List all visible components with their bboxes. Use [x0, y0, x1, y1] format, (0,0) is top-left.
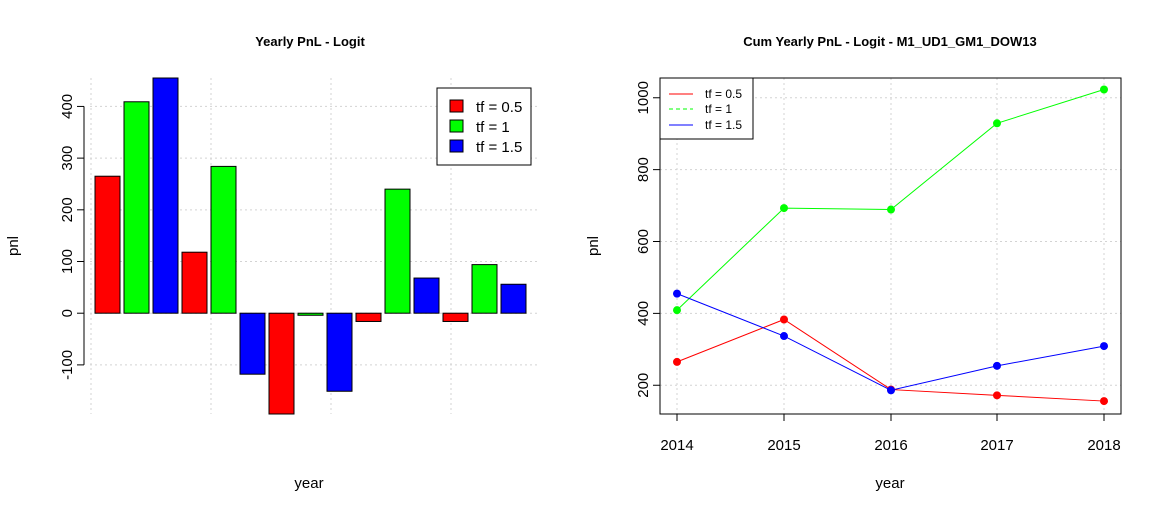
line-y-tick-label: 200 — [635, 373, 652, 398]
point-tf-1-2016 — [887, 205, 895, 214]
legend-label-tf-0-5: tf = 0.5 — [476, 99, 522, 116]
bar-tf-0-5-2018 — [442, 312, 469, 322]
line-y-tick-label: 400 — [635, 301, 652, 326]
legend-swatch-tf-1-5 — [449, 139, 464, 153]
legend-label-tf-1: tf = 1 — [705, 102, 732, 116]
point-tf-1-5-2017 — [993, 361, 1001, 370]
line-x-tick-label: 2016 — [874, 437, 907, 454]
bar-y-tick-label: 0 — [59, 309, 76, 317]
bar-tf-1-5-2014 — [152, 77, 179, 314]
legend-swatch-tf-1 — [449, 119, 464, 133]
bar-tf-1-5-2015 — [239, 312, 266, 375]
point-tf-0-5-2014 — [673, 357, 681, 366]
point-tf-0-5-2018 — [1100, 397, 1108, 406]
bar-y-tick-label: 300 — [59, 146, 76, 171]
point-tf-1-2017 — [993, 119, 1001, 128]
legend-swatch-tf-0-5 — [449, 99, 464, 113]
line-x-tick-label: 2015 — [767, 437, 800, 454]
point-tf-1-5-2015 — [780, 332, 788, 341]
bar-tf-1-5-2017 — [413, 277, 440, 314]
bar-tf-1-2015 — [210, 165, 237, 314]
bar-tf-1-5-2016 — [326, 312, 353, 392]
line-chart-ylabel: pnl — [585, 236, 602, 256]
bar-tf-1-2016 — [297, 312, 324, 316]
legend-label-tf-1-5: tf = 1.5 — [476, 139, 522, 156]
bar-tf-0-5-2017 — [355, 312, 382, 322]
bar-chart-yearly-pnl: Yearly PnL - Logit year pnl -100 0 100 200 3… — [5, 34, 540, 492]
bar-y-tick-label: 400 — [59, 94, 76, 119]
bar-chart-ylabel: pnl — [5, 236, 22, 256]
line-y-tick-label: 1000 — [635, 81, 652, 114]
legend-label-tf-1: tf = 1 — [476, 119, 510, 136]
point-tf-1-5-2016 — [887, 386, 895, 395]
line-chart-axes: 200 400 600 800 1000 2014 2015 2016 2017 2018 — [635, 81, 1121, 454]
bar-y-tick-label: 100 — [59, 249, 76, 274]
point-tf-1-5-2014 — [673, 289, 681, 298]
point-tf-1-5-2018 — [1100, 342, 1108, 351]
point-tf-1-2015 — [780, 204, 788, 213]
line-x-tick-label: 2014 — [660, 437, 693, 454]
bar-chart-bars — [94, 77, 527, 415]
bar-tf-1-5-2018 — [500, 283, 527, 314]
point-tf-0-5-2017 — [993, 391, 1001, 400]
line-x-tick-label: 2018 — [1087, 437, 1120, 454]
bar-chart-xlabel: year — [294, 475, 323, 492]
line-x-tick-label: 2017 — [980, 437, 1013, 454]
line-chart-cumulative-pnl: Cum Yearly PnL - Logit - M1_UD1_GM1_DOW1… — [585, 34, 1122, 492]
legend-label-tf-1-5: tf = 1.5 — [705, 118, 742, 132]
point-tf-1-2014 — [673, 306, 681, 315]
bar-tf-1-2014 — [123, 101, 150, 314]
line-chart-series — [673, 85, 1108, 406]
line-chart-xlabel: year — [875, 475, 904, 492]
point-tf-0-5-2015 — [780, 315, 788, 324]
bar-chart-y-axis: -100 0 100 200 300 400 — [59, 94, 85, 380]
bar-y-tick-label: -100 — [59, 350, 76, 380]
bar-chart-legend: tf = 0.5 tf = 1 tf = 1.5 — [436, 87, 532, 166]
bar-tf-0-5-2016 — [268, 312, 295, 415]
legend-label-tf-0-5: tf = 0.5 — [705, 87, 742, 101]
line-chart-legend: tf = 0.5 tf = 1 tf = 1.5 — [659, 77, 754, 140]
bar-tf-1-2018 — [471, 264, 498, 314]
line-chart-legend-box — [659, 77, 754, 140]
bar-y-tick-label: 200 — [59, 197, 76, 222]
point-tf-1-2018 — [1100, 85, 1108, 94]
line-chart-grid — [660, 78, 1121, 414]
line-y-tick-label: 800 — [635, 157, 652, 182]
line-y-tick-label: 600 — [635, 229, 652, 254]
bar-tf-0-5-2015 — [181, 251, 208, 314]
bar-chart-title: Yearly PnL - Logit — [255, 34, 365, 49]
bar-tf-0-5-2014 — [94, 175, 121, 314]
bar-tf-1-2017 — [384, 188, 411, 314]
line-chart-title: Cum Yearly PnL - Logit - M1_UD1_GM1_DOW1… — [743, 34, 1037, 49]
